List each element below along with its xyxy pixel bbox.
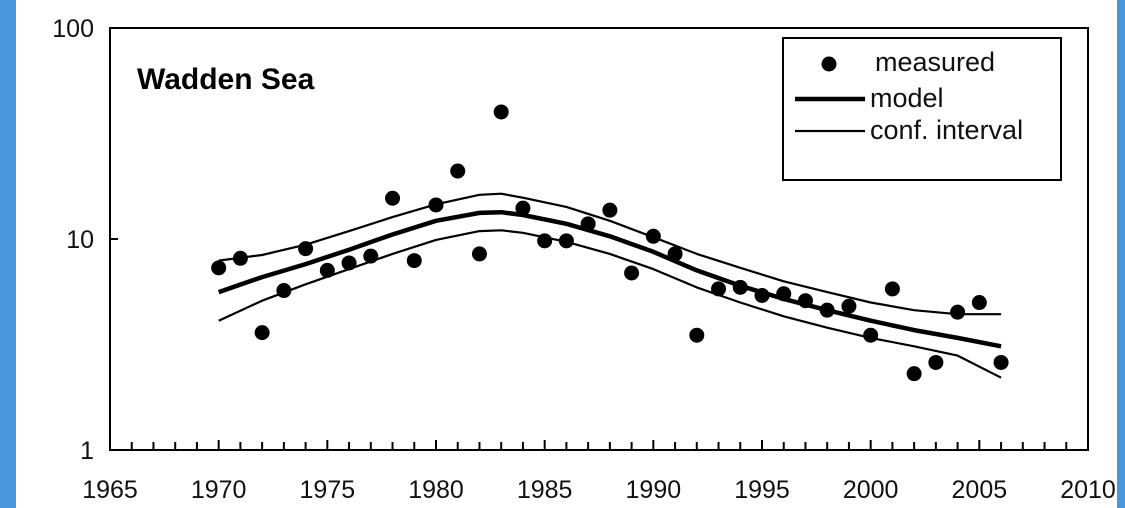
measured-point: [493, 104, 509, 120]
measured-point: [450, 163, 466, 179]
measured-point: [385, 190, 401, 206]
x-tick-label: 1980: [408, 476, 464, 504]
measured-point: [471, 246, 487, 262]
x-tick-label: 2005: [952, 476, 1008, 504]
measured-point: [515, 200, 531, 216]
measured-point: [537, 233, 553, 249]
x-tick-label: 2010: [1060, 476, 1116, 504]
measured-point: [841, 298, 857, 314]
measured-point: [971, 295, 987, 311]
measured-point: [298, 241, 314, 257]
measured-point: [406, 253, 422, 269]
legend-model-label: model: [870, 83, 944, 113]
chart-title: Wadden Sea: [137, 63, 315, 96]
conf-interval-line: [218, 192, 1002, 316]
y-tick-label: 1: [80, 437, 94, 465]
measured-point: [232, 250, 248, 266]
y-tick-label: 10: [66, 226, 94, 254]
measured-point: [797, 293, 813, 309]
measured-point: [319, 262, 335, 278]
measured-point: [211, 260, 227, 276]
measured-point: [428, 197, 444, 213]
measured-point: [645, 228, 661, 244]
measured-point: [602, 202, 618, 218]
measured-point: [580, 216, 596, 232]
measured-point: [711, 281, 727, 297]
model-line: [217, 209, 1002, 349]
x-tick-label: 1990: [626, 476, 682, 504]
measured-point: [754, 287, 770, 303]
measured-point: [341, 255, 357, 271]
measured-point: [667, 246, 683, 262]
measured-point: [776, 286, 792, 302]
measured-point: [276, 283, 292, 299]
measured-point: [363, 248, 379, 264]
x-tick-label: 1970: [191, 476, 247, 504]
measured-point: [993, 354, 1009, 370]
measured-point: [819, 302, 835, 318]
legend-measured-marker: [821, 56, 837, 72]
x-tick-label: 1965: [82, 476, 138, 504]
x-tick-label: 1975: [300, 476, 356, 504]
x-tick-label: 1995: [734, 476, 790, 504]
measured-point: [884, 281, 900, 297]
measured-point: [254, 325, 270, 341]
measured-point: [558, 233, 574, 249]
measured-point: [928, 354, 944, 370]
measured-point: [906, 366, 922, 382]
measured-point: [863, 327, 879, 343]
legend-conf-label: conf. interval: [870, 115, 1023, 145]
measured-point: [950, 304, 966, 320]
x-tick-label: 2000: [843, 476, 899, 504]
legend-measured-label: measured: [875, 47, 995, 77]
measured-point: [732, 279, 748, 295]
measured-point: [689, 327, 705, 343]
measured-point: [624, 265, 640, 281]
x-tick-label: 1985: [517, 476, 573, 504]
y-tick-label: 100: [52, 15, 94, 43]
